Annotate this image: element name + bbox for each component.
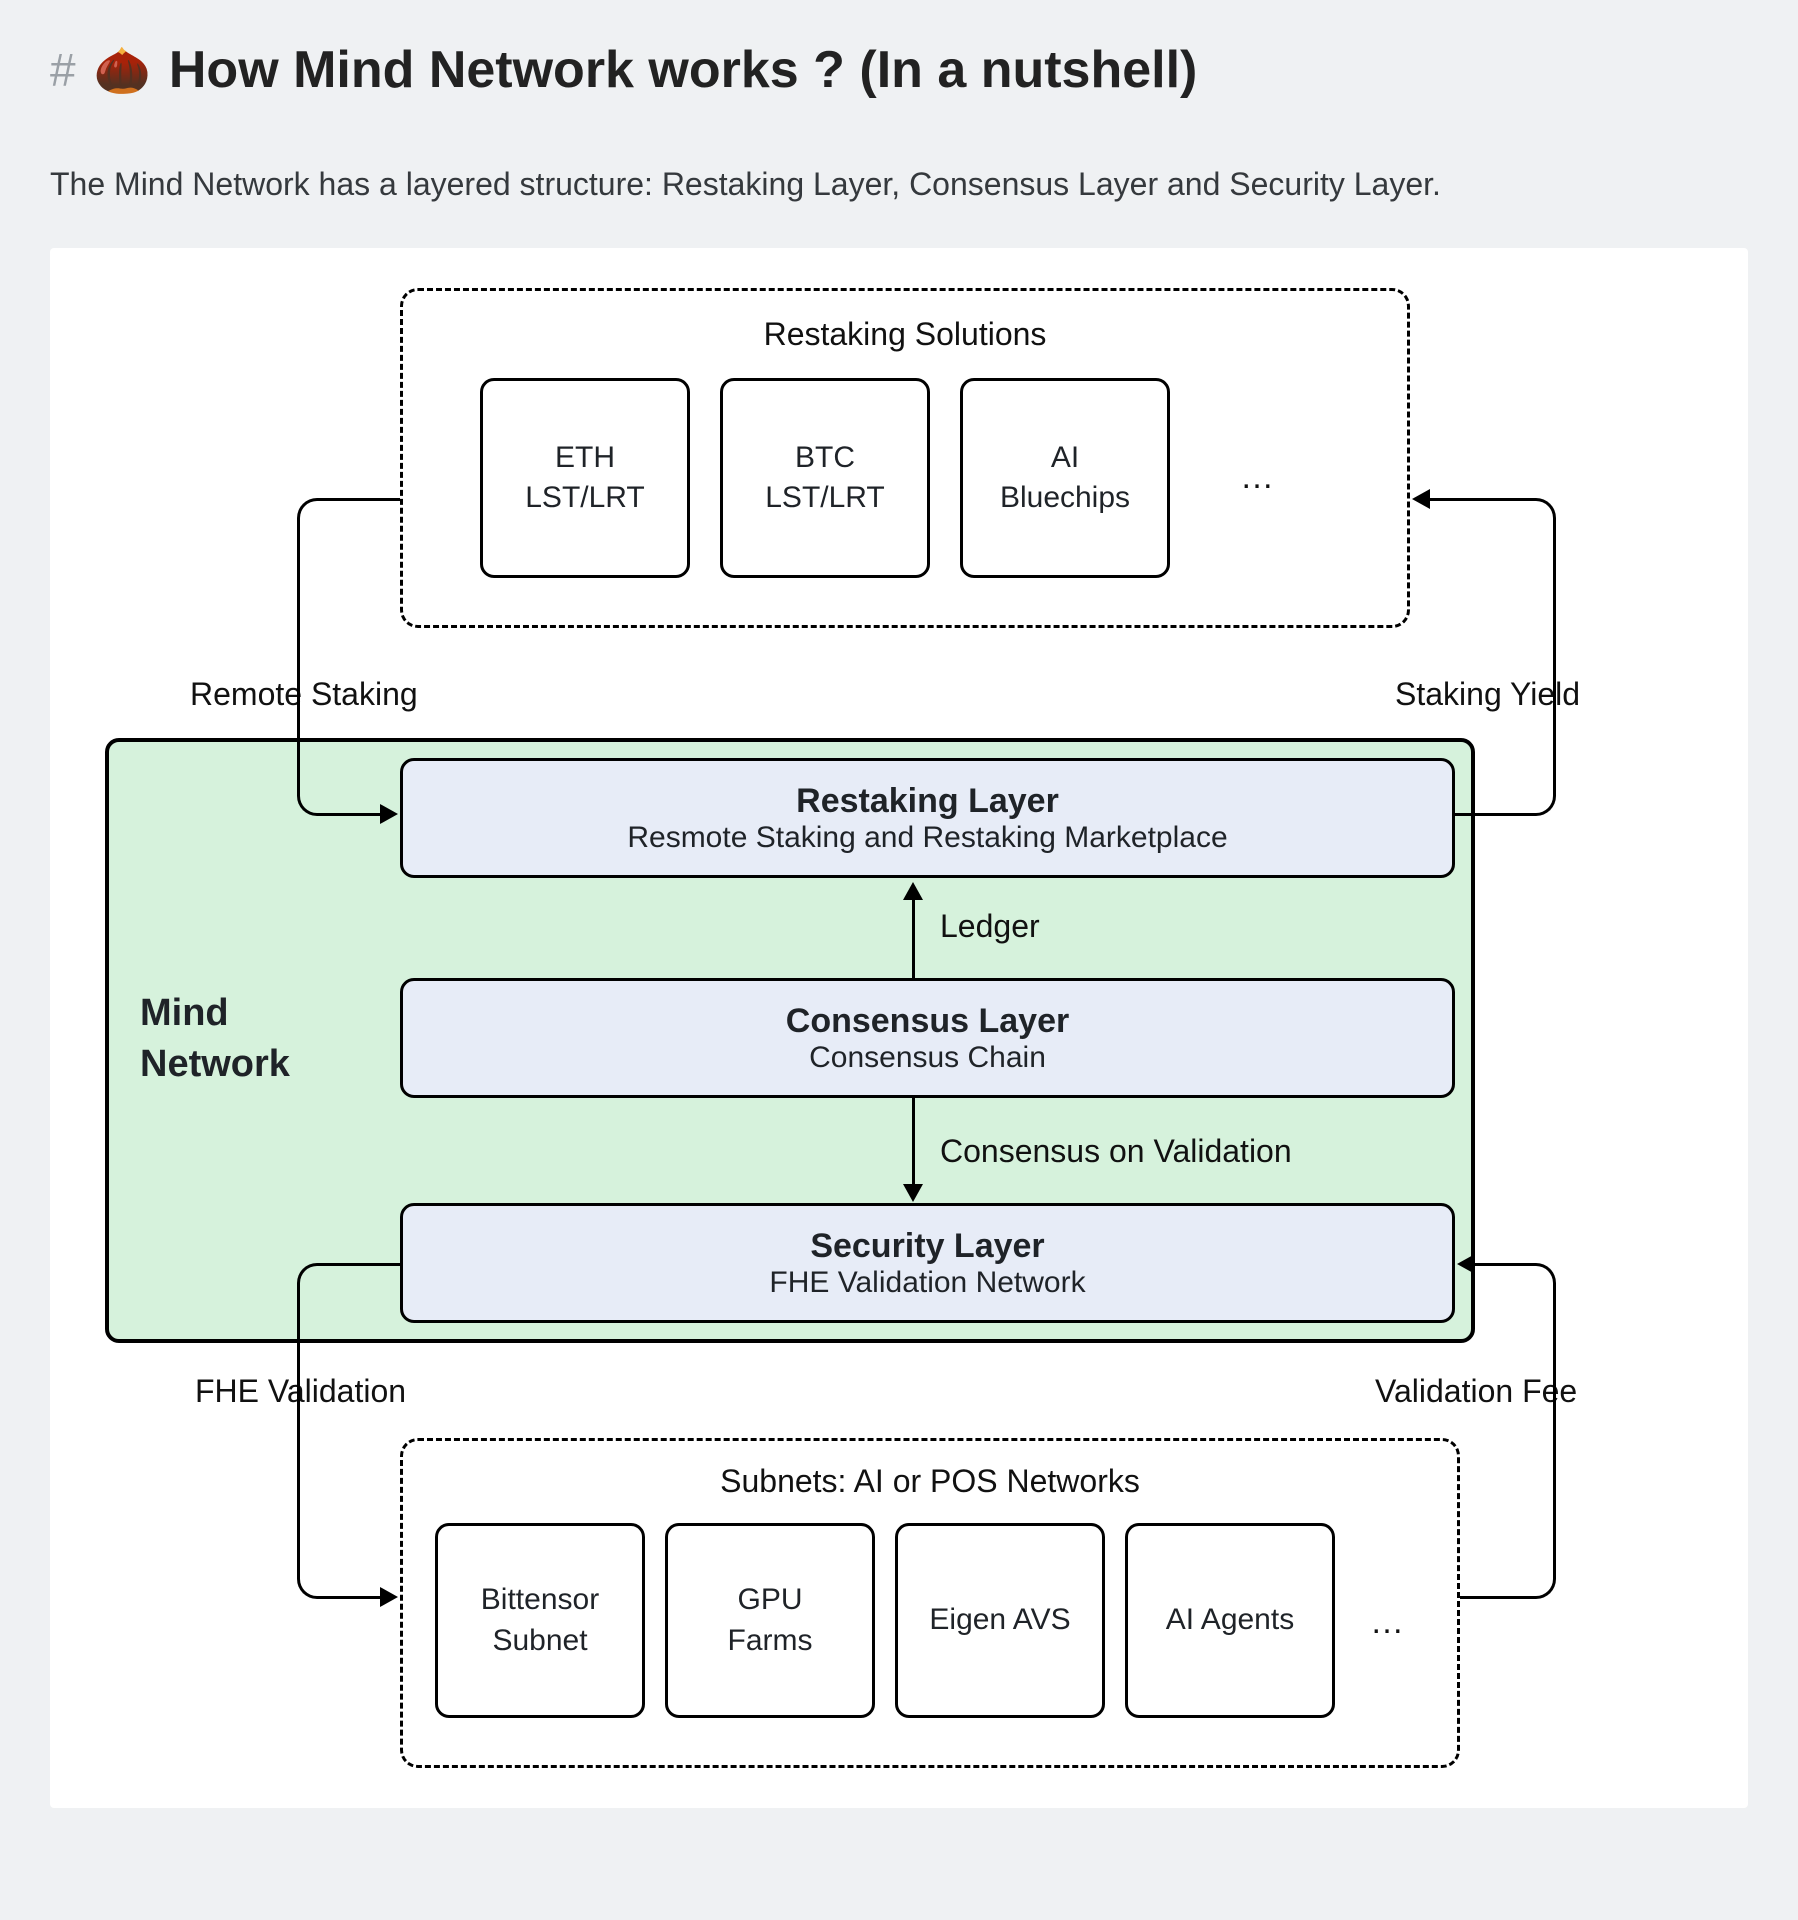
rs-item-ai: AI Bluechips xyxy=(960,378,1170,578)
con xyxy=(1553,1286,1556,1576)
chestnut-icon: 🌰 xyxy=(94,47,151,93)
rs-item-btc-l2: LST/LRT xyxy=(765,478,885,519)
rs-item-ai-l2: Bluechips xyxy=(1000,478,1130,519)
con xyxy=(320,1263,400,1266)
arrow-icon xyxy=(380,1587,398,1607)
subnets-title: Subnets: AI or POS Networks xyxy=(400,1463,1460,1500)
con xyxy=(1553,521,1556,793)
subnet-bittensor-l2: Subnet xyxy=(492,1621,587,1662)
subnet-gpu-l2: Farms xyxy=(728,1621,813,1662)
subnet-bittensor: Bittensor Subnet xyxy=(435,1523,645,1718)
subnet-agents: AI Agents xyxy=(1125,1523,1335,1718)
con xyxy=(912,1098,915,1186)
subnet-gpu-l1: GPU xyxy=(737,1580,802,1621)
arrow-icon xyxy=(903,1184,923,1202)
con xyxy=(297,521,300,793)
label-validation-fee: Validation Fee xyxy=(1375,1373,1577,1410)
rs-item-eth: ETH LST/LRT xyxy=(480,378,690,578)
restaking-layer-title: Restaking Layer xyxy=(796,782,1059,821)
rs-item-eth-l2: LST/LRT xyxy=(525,478,645,519)
con xyxy=(320,813,382,816)
restaking-layer-sub: Resmote Staking and Restaking Marketplac… xyxy=(627,821,1227,855)
arrow-icon xyxy=(1412,489,1430,509)
subnet-bittensor-l1: Bittensor xyxy=(481,1580,599,1621)
label-remote-staking: Remote Staking xyxy=(190,676,418,713)
con xyxy=(1530,790,1556,816)
restaking-layer: Restaking Layer Resmote Staking and Rest… xyxy=(400,758,1455,878)
con xyxy=(297,498,323,524)
hash-icon: # xyxy=(50,43,76,97)
arrow-icon xyxy=(380,804,398,824)
intro-text: The Mind Network has a layered structure… xyxy=(50,160,1748,208)
subnet-agents-l1: AI Agents xyxy=(1166,1600,1294,1641)
subnet-eigen-l1: Eigen AVS xyxy=(929,1600,1070,1641)
con xyxy=(1460,1596,1533,1599)
subnets-ellipsis: … xyxy=(1370,1603,1407,1642)
label-fhe-validation: FHE Validation xyxy=(195,1373,406,1410)
con xyxy=(1530,498,1556,524)
con xyxy=(912,898,915,978)
con xyxy=(1455,813,1533,816)
con xyxy=(297,1286,300,1576)
rs-item-btc: BTC LST/LRT xyxy=(720,378,930,578)
con xyxy=(1473,1263,1533,1266)
con xyxy=(1530,1263,1556,1289)
diagram-canvas: Restaking Solutions ETH LST/LRT BTC LST/… xyxy=(50,248,1748,1808)
con xyxy=(1530,1573,1556,1599)
consensus-layer: Consensus Layer Consensus Chain xyxy=(400,978,1455,1098)
rs-item-btc-l1: BTC xyxy=(795,438,855,479)
security-layer-title: Security Layer xyxy=(810,1227,1044,1266)
mind-network-label: Mind Network xyxy=(140,988,290,1091)
label-cons-on-val: Consensus on Validation xyxy=(940,1133,1292,1170)
restaking-solutions-title: Restaking Solutions xyxy=(400,316,1410,353)
page: # 🌰 How Mind Network works ? (In a nutsh… xyxy=(0,0,1798,1888)
rs-ellipsis: … xyxy=(1240,458,1277,497)
security-layer-sub: FHE Validation Network xyxy=(769,1266,1085,1300)
arrow-icon xyxy=(1457,1254,1475,1274)
subnet-gpu: GPU Farms xyxy=(665,1523,875,1718)
con xyxy=(320,1596,382,1599)
consensus-layer-title: Consensus Layer xyxy=(786,1002,1069,1041)
title-row: # 🌰 How Mind Network works ? (In a nutsh… xyxy=(50,40,1748,100)
con xyxy=(320,498,400,501)
consensus-layer-sub: Consensus Chain xyxy=(809,1041,1046,1075)
rs-item-eth-l1: ETH xyxy=(555,438,615,479)
arrow-icon xyxy=(903,882,923,900)
label-ledger: Ledger xyxy=(940,908,1040,945)
rs-item-ai-l1: AI xyxy=(1051,438,1079,479)
con xyxy=(1428,498,1533,501)
page-title: How Mind Network works ? (In a nutshell) xyxy=(169,40,1198,100)
subnet-eigen: Eigen AVS xyxy=(895,1523,1105,1718)
security-layer: Security Layer FHE Validation Network xyxy=(400,1203,1455,1323)
